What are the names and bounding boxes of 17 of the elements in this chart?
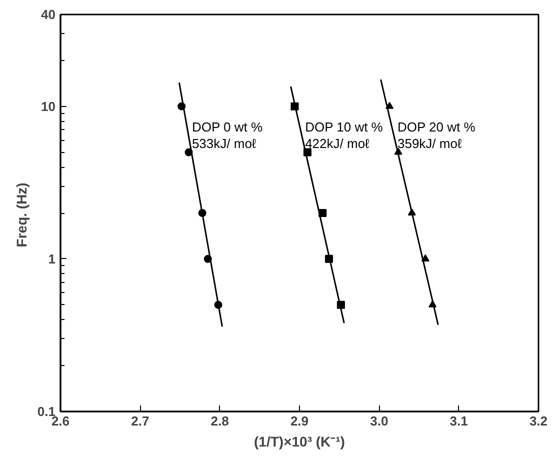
x-tick-label: 2.9 xyxy=(290,414,309,428)
x-tick-label: 3.0 xyxy=(370,414,388,428)
x-axis-title: (1/T)×10³ (K⁻¹) xyxy=(254,434,345,450)
y-tick-label: 1 xyxy=(48,251,56,266)
y-tick-label: 10 xyxy=(41,98,56,114)
annotation: DOP 0 wt % xyxy=(192,120,263,135)
x-tick-label: 3.2 xyxy=(529,414,548,428)
x-tick-label: 3.1 xyxy=(450,414,468,428)
y-axis-title: Freq. (Hz) xyxy=(13,182,30,248)
y-tick-label: 40 xyxy=(41,7,56,22)
annotation: DOP 10 wt % xyxy=(305,120,384,135)
annotation: DOP 20 wt % xyxy=(397,120,476,135)
annotation: 359kJ/ moℓ xyxy=(397,136,462,152)
annotation: 422kJ/ moℓ xyxy=(305,136,370,152)
x-tick-label: 2.7 xyxy=(131,414,150,428)
annotation: 533kJ/ moℓ xyxy=(192,136,257,152)
x-tick-label: 2.8 xyxy=(210,414,229,428)
